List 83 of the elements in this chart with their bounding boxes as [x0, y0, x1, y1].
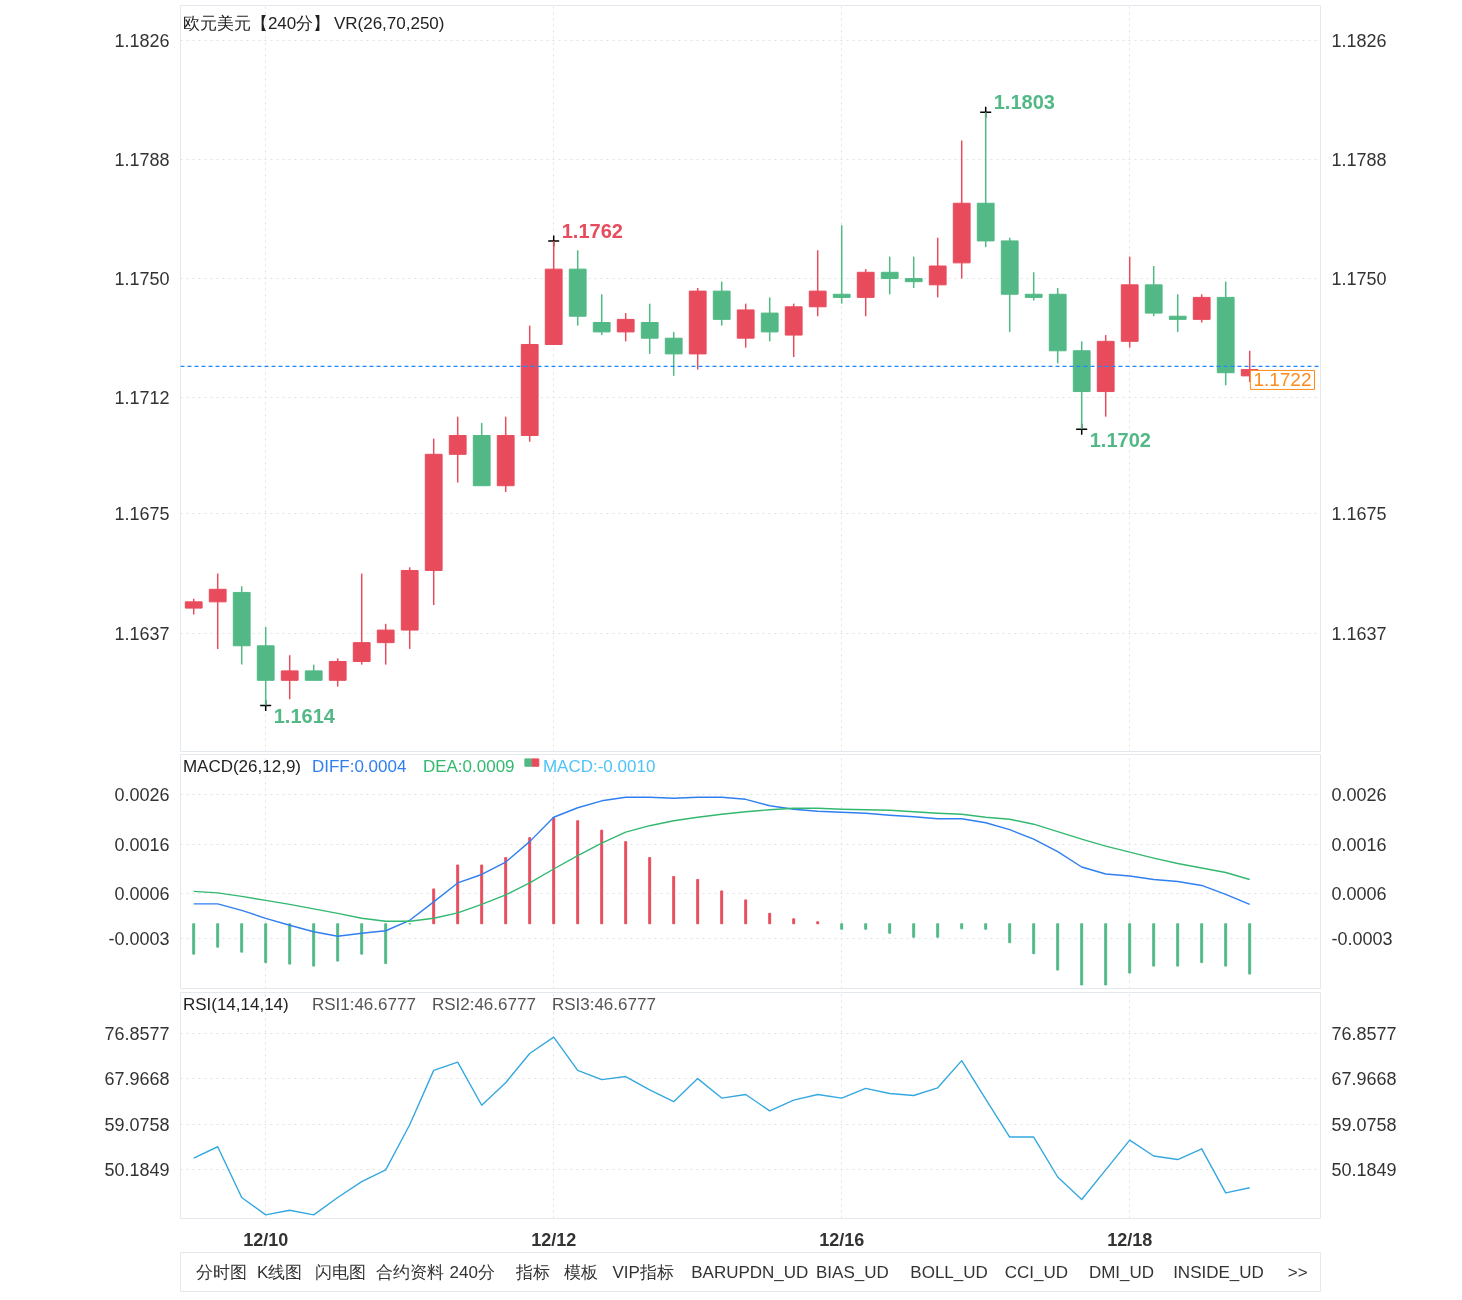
candlestick — [280, 654, 299, 700]
candlestick — [928, 237, 947, 299]
text: 指标 — [514, 1263, 550, 1282]
y2-tick-label: 0.0026 — [1331, 784, 1387, 805]
candlestick — [664, 331, 683, 377]
annotation: RSI2:46.6777 — [431, 995, 536, 1015]
y-tick-label: -0.0003 — [108, 929, 170, 950]
x-tick-label: 12/12 — [531, 1229, 577, 1250]
ref-line-label: 1.1722 — [1253, 369, 1312, 391]
y2-tick-label: 1.1675 — [1331, 504, 1387, 525]
text: 闪电图 — [315, 1263, 367, 1282]
candlestick — [376, 623, 395, 666]
text: 欧元美元【240分】 — [182, 14, 331, 34]
text: 合约资料 — [376, 1263, 445, 1282]
text: DIFF:0.0004 — [311, 757, 407, 777]
text: BARUPDN_UD — [691, 1263, 809, 1282]
text: VIP指标 — [612, 1263, 674, 1282]
annotation: RSI1:46.6777 — [311, 995, 416, 1015]
y2-tick-label: 1.1788 — [1331, 149, 1387, 170]
text: 240分 — [449, 1263, 495, 1282]
y-tick-label: 1.1788 — [114, 149, 170, 170]
line-series — [193, 807, 1251, 922]
text: DEA:0.0009 — [422, 757, 515, 777]
text: BIAS_UD — [816, 1263, 889, 1282]
candlestick — [1168, 293, 1187, 333]
y-tick-label: 1.1637 — [114, 623, 170, 644]
x-tick-label: 12/18 — [1107, 1229, 1153, 1250]
y2-tick-label: 0.0016 — [1331, 834, 1387, 855]
candlestick — [760, 296, 779, 343]
text: INSIDE_UD — [1173, 1263, 1264, 1282]
y2-tick-label: 67.9668 — [1331, 1069, 1397, 1090]
chart-title: RSI(14,14,14) — [182, 995, 289, 1015]
x-tick-label: 12/16 — [819, 1229, 865, 1250]
candlestick — [808, 249, 827, 317]
y2-tick-label: 50.1849 — [1331, 1160, 1397, 1181]
line-series — [193, 796, 1251, 937]
text: BOLL_UD — [910, 1263, 988, 1282]
text: DMI_UD — [1088, 1263, 1155, 1282]
y2-tick-label: 0.0006 — [1331, 884, 1387, 905]
y-tick-label: 67.9668 — [104, 1069, 170, 1090]
candlestick — [832, 224, 851, 305]
text: 模板 — [564, 1263, 599, 1282]
y-tick-label: 1.1750 — [114, 269, 170, 290]
y-tick-label: 50.1849 — [104, 1160, 170, 1181]
text: K线图 — [256, 1263, 303, 1282]
y-tick-label: 1.1712 — [114, 388, 170, 409]
y2-tick-label: 1.1637 — [1331, 623, 1387, 644]
annotation: RSI3:46.6777 — [551, 995, 656, 1015]
y-tick-label: 0.0006 — [114, 884, 170, 905]
y-tick-label: 0.0026 — [114, 784, 170, 805]
y2-tick-label: -0.0003 — [1331, 929, 1393, 950]
candlestick — [592, 293, 611, 336]
candlestick — [328, 657, 347, 688]
candlestick — [208, 572, 227, 650]
y2-tick-label: 1.1750 — [1331, 269, 1387, 290]
y-tick-label: 59.0758 — [104, 1114, 170, 1135]
x-tick-label: 12/10 — [243, 1229, 289, 1250]
y-tick-label: 76.8577 — [104, 1023, 170, 1044]
candlestick — [616, 312, 635, 343]
legend-label: MACD:-0.0010 — [542, 757, 656, 777]
candlestick — [1192, 293, 1211, 324]
y2-tick-label: 59.0758 — [1331, 1114, 1397, 1135]
chart-title: MACD(26,12,9) — [182, 757, 302, 777]
candlestick — [448, 415, 467, 484]
y-tick-label: 0.0016 — [114, 834, 170, 855]
text: 分时图 — [196, 1263, 248, 1282]
candlestick — [640, 302, 659, 355]
y2-tick-label: 1.1826 — [1331, 30, 1387, 51]
y-tick-label: 1.1826 — [114, 30, 170, 51]
annotation: 1.1614 — [273, 705, 336, 728]
candlestick — [880, 255, 899, 296]
y-tick-label: 1.1675 — [114, 504, 170, 525]
annotation: 1.1702 — [1089, 429, 1151, 452]
candlestick — [904, 255, 923, 289]
line-series — [193, 1036, 1251, 1216]
candlestick — [352, 572, 371, 666]
candlestick — [1024, 271, 1043, 302]
text: CCI_UD — [1004, 1263, 1068, 1282]
text: VR(26,70,250) — [333, 14, 445, 34]
annotation: 1.1803 — [993, 91, 1055, 114]
annotation: 1.1762 — [561, 219, 623, 242]
y2-tick-label: 76.8577 — [1331, 1023, 1397, 1044]
text: >> — [1287, 1263, 1308, 1282]
